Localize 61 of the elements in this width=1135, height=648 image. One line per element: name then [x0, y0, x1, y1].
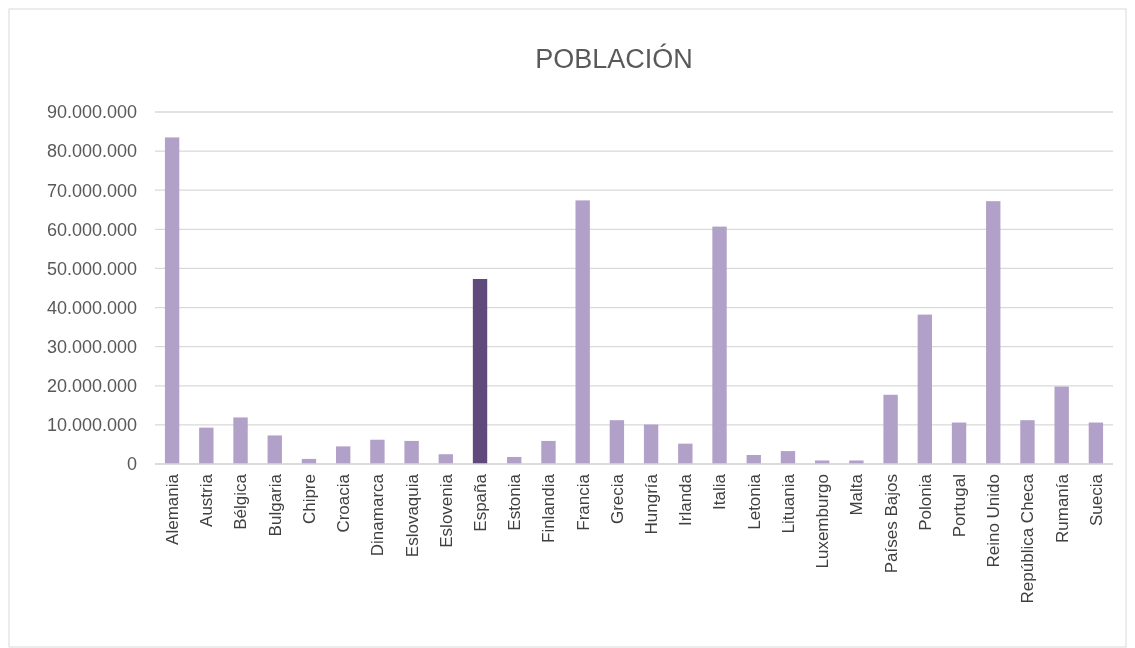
x-tick-label: Hungría	[642, 473, 662, 535]
x-tick-label: España	[470, 473, 490, 532]
y-tick-label: 70.000.000	[46, 180, 137, 201]
x-tick-label: Francia	[573, 473, 593, 531]
bar	[917, 314, 933, 464]
y-tick-label: 30.000.000	[46, 336, 137, 357]
x-tick-label: Austria	[197, 473, 217, 527]
y-tick-label: 40.000.000	[46, 297, 137, 318]
bar	[575, 200, 590, 464]
bar	[609, 420, 625, 464]
y-tick-label: 20.000.000	[46, 376, 137, 397]
x-tick-label: Reino Unido	[984, 474, 1004, 568]
x-tick-label: Eslovenia	[436, 473, 456, 548]
x-tick-label: Polonia	[915, 473, 935, 531]
bar	[780, 451, 796, 464]
y-tick-label: 10.000.000	[46, 415, 137, 436]
x-tick-label: Chipre	[299, 474, 319, 525]
bar	[541, 440, 556, 464]
bar	[370, 439, 385, 464]
x-tick-label: Rumanía	[1052, 473, 1072, 543]
bar	[404, 440, 419, 464]
x-tick-label: República Checa	[1018, 473, 1038, 604]
bar	[986, 201, 1001, 464]
x-tick-label: Croacia	[334, 473, 354, 533]
x-tick-label: Suecia	[1086, 473, 1106, 526]
bar	[883, 394, 898, 464]
x-tick-label: Lituania	[778, 473, 798, 534]
x-tick-label: Portugal	[949, 474, 969, 538]
y-tick-label: 50.000.000	[46, 258, 137, 279]
bar	[199, 427, 214, 464]
y-tick-label: 60.000.000	[46, 219, 137, 240]
x-tick-label: Irlanda	[676, 473, 696, 526]
bar	[267, 435, 282, 464]
x-tick-label: Alemania	[163, 473, 183, 545]
y-tick-label: 0	[126, 454, 137, 475]
bar	[1054, 386, 1069, 464]
bar	[335, 446, 351, 464]
bar	[164, 137, 180, 464]
x-tick-label: Eslovaquia	[402, 473, 422, 558]
x-tick-label: Italia	[710, 473, 730, 510]
bar	[1020, 420, 1035, 464]
x-tick-label: Países Bajos	[881, 474, 901, 574]
y-tick-label: 90.000.000	[46, 102, 137, 123]
x-tick-label: Malta	[847, 473, 867, 516]
x-tick-label: Grecia	[607, 473, 627, 525]
bar	[643, 424, 659, 464]
bar	[678, 443, 693, 464]
bar	[1088, 422, 1104, 464]
bar	[472, 279, 488, 464]
x-tick-label: Bulgaria	[265, 473, 285, 537]
x-tick-label: Estonia	[505, 473, 525, 531]
x-tick-label: Letonia	[744, 473, 764, 530]
x-tick-label: Dinamarca	[368, 473, 388, 557]
bar	[712, 226, 727, 464]
bar	[951, 422, 967, 464]
bar	[233, 417, 248, 464]
x-tick-label: Finlandia	[539, 473, 559, 543]
y-tick-label: 80.000.000	[46, 141, 137, 162]
x-tick-label: Luxemburgo	[813, 474, 833, 569]
chart-title: POBLACIÓN	[535, 43, 693, 74]
x-tick-label: Bélgica	[231, 473, 251, 530]
